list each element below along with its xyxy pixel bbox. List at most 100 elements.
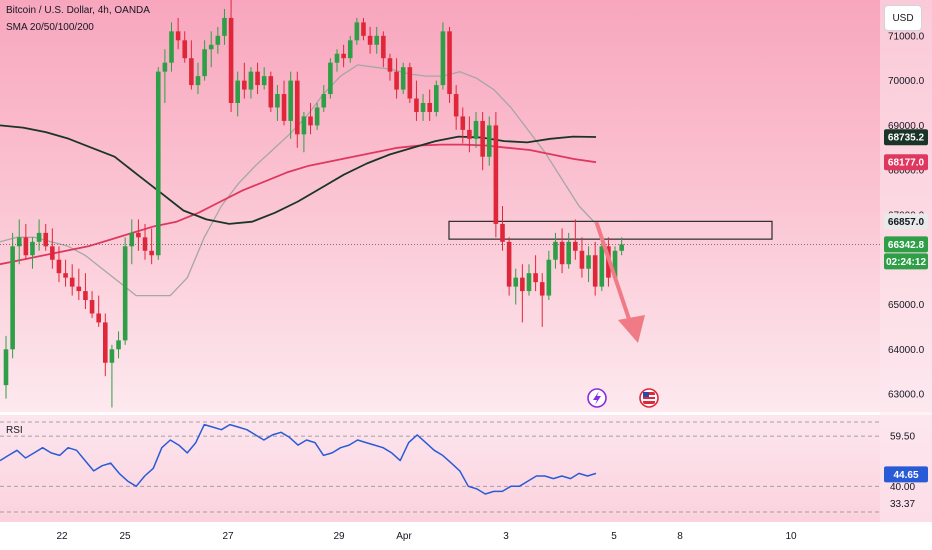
candle xyxy=(586,246,591,283)
candle-body xyxy=(427,103,432,112)
candle xyxy=(136,219,141,251)
candle-body xyxy=(361,22,366,36)
candle-body xyxy=(579,250,585,269)
candle xyxy=(162,49,168,103)
candle-body xyxy=(374,35,380,45)
candle-body xyxy=(434,85,439,112)
candle xyxy=(248,67,254,99)
candle xyxy=(400,62,406,95)
candle xyxy=(513,268,519,305)
candle xyxy=(69,264,75,296)
candle xyxy=(341,44,346,68)
candle xyxy=(142,223,148,260)
candle xyxy=(103,313,108,377)
candle-body xyxy=(347,40,353,59)
candle xyxy=(559,228,565,274)
candle-body xyxy=(533,273,538,283)
badge-rsi-value-bg xyxy=(884,466,928,483)
candle-body xyxy=(63,273,68,278)
event-markers xyxy=(587,388,659,408)
candle-body xyxy=(546,259,552,296)
candle-body xyxy=(122,246,128,341)
candle-body xyxy=(440,31,446,86)
candle-body xyxy=(513,277,519,287)
candle xyxy=(361,17,366,41)
candle-body xyxy=(460,116,466,130)
indicator-legend[interactable]: SMA 20/50/100/200 xyxy=(6,22,94,33)
badge-sma-dark-text: 68735.2 xyxy=(888,133,925,144)
candle-body xyxy=(202,49,207,77)
candle-body xyxy=(222,17,227,36)
candle-body xyxy=(314,107,320,126)
badge-current-price-text: 66342.8 xyxy=(888,240,925,251)
candle-body xyxy=(36,232,42,242)
candle-body xyxy=(235,80,240,103)
candle xyxy=(228,0,234,112)
candle xyxy=(354,17,360,45)
time-axis-label: 5 xyxy=(611,531,617,542)
currency-button[interactable]: USD xyxy=(884,5,922,31)
us-flag-icon-canton xyxy=(643,392,649,397)
rsi-label[interactable]: RSI xyxy=(6,425,23,436)
candle-body xyxy=(149,250,154,256)
candle xyxy=(334,49,340,72)
candle-body xyxy=(162,62,168,72)
price-tick-label: 69000.0 xyxy=(888,121,925,132)
candle-body xyxy=(453,94,459,117)
candle xyxy=(83,273,88,309)
us-flag-icon-stripe xyxy=(643,399,655,401)
candle xyxy=(314,103,320,130)
rsi-band-fill xyxy=(0,406,880,516)
candle xyxy=(367,26,373,54)
candle xyxy=(294,71,300,148)
time-axis-label: 29 xyxy=(333,531,345,542)
candle-body xyxy=(354,22,360,41)
candle-body xyxy=(76,286,82,292)
badge-countdown: 02:24:12 xyxy=(884,253,928,270)
candle xyxy=(579,237,585,278)
candle-body xyxy=(394,71,399,90)
candle xyxy=(473,111,479,148)
candle-body xyxy=(486,125,492,157)
candle xyxy=(526,264,532,296)
symbol-title[interactable]: Bitcoin / U.S. Dollar, 4h, OANDA xyxy=(6,5,150,16)
candle xyxy=(36,219,42,251)
candle-body xyxy=(308,116,313,126)
candle-body xyxy=(56,259,62,274)
pane-separator[interactable] xyxy=(0,412,932,415)
candle-body xyxy=(255,71,260,86)
candle xyxy=(10,232,15,359)
time-axis-label: 27 xyxy=(222,531,234,542)
candle-body xyxy=(83,291,88,301)
time-axis-label: 8 xyxy=(677,531,683,542)
candle-body xyxy=(10,246,15,350)
candle-body xyxy=(89,300,95,314)
candle-body xyxy=(467,129,472,139)
candle-body xyxy=(573,241,578,251)
time-axis-label: 25 xyxy=(119,531,131,542)
candle-body xyxy=(275,94,280,108)
us-flag-icon xyxy=(639,388,659,408)
candle-body xyxy=(228,17,234,104)
badge-zone-top-text: 66857.0 xyxy=(888,217,925,228)
candle xyxy=(381,31,386,68)
candle-body xyxy=(43,232,49,247)
candle xyxy=(169,22,174,72)
candle xyxy=(288,71,293,139)
time-axis-label: Apr xyxy=(396,531,412,542)
candle-body xyxy=(520,277,525,292)
badge-zone-top-bg xyxy=(884,213,928,230)
candle xyxy=(215,26,221,54)
candle-body xyxy=(281,94,287,121)
candle-body xyxy=(592,255,598,287)
candle xyxy=(96,295,101,327)
badge-current-price: 66342.8 xyxy=(884,236,928,253)
time-axis-label: 10 xyxy=(785,531,797,542)
candle xyxy=(427,89,432,121)
candle xyxy=(208,31,214,68)
candle xyxy=(116,331,121,359)
candle xyxy=(76,268,82,301)
candle xyxy=(573,219,578,260)
